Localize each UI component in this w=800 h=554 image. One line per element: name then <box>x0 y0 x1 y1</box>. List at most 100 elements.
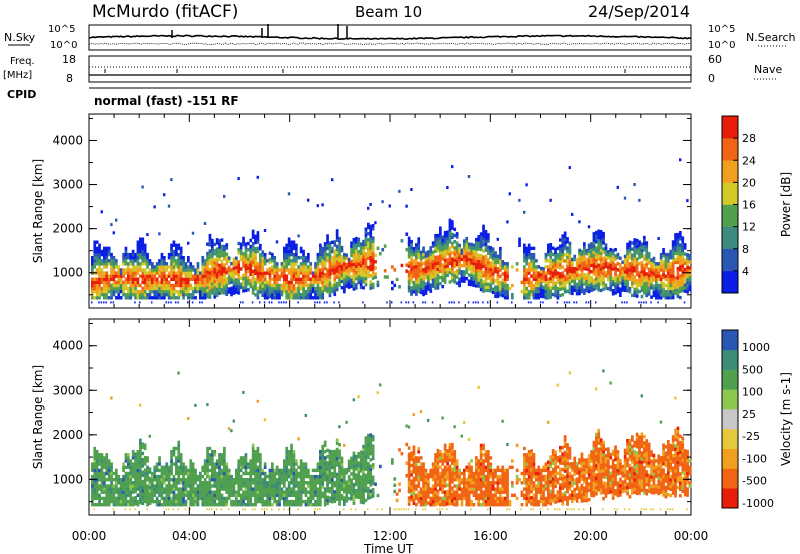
echo-cell <box>143 271 147 275</box>
echo-cell <box>587 289 591 294</box>
echo-cell <box>251 248 255 252</box>
echo-cell <box>129 474 133 479</box>
echo-cell <box>242 273 245 278</box>
echo-cell <box>172 474 176 479</box>
echo-cell <box>532 271 536 275</box>
echo-cell <box>194 286 197 291</box>
echo-cell <box>679 261 682 266</box>
echo-cell <box>249 503 253 507</box>
echo-cell <box>643 257 646 261</box>
echo-cell <box>331 249 334 254</box>
echo-cell <box>259 484 262 488</box>
echo-cell <box>95 493 99 497</box>
echo-cell <box>112 231 115 235</box>
echo-cell <box>271 468 274 473</box>
echo-cell <box>290 456 293 460</box>
echo-cell <box>580 274 584 278</box>
echo-cell <box>251 232 255 236</box>
echo-cell <box>251 235 255 240</box>
echo-cell <box>98 503 101 507</box>
echo-cell <box>124 283 128 288</box>
echo-cell <box>244 270 248 274</box>
echo-cell <box>134 277 137 281</box>
echo-cell <box>679 286 682 290</box>
echo-cell <box>549 289 553 293</box>
echo-cell <box>98 289 101 294</box>
echo-cell <box>439 260 442 264</box>
echo-cell <box>439 251 442 255</box>
echo-cell <box>266 296 269 300</box>
echo-cell <box>249 257 253 261</box>
echo-cell <box>333 252 337 256</box>
echo-cell <box>652 272 656 276</box>
echo-cell <box>679 231 682 235</box>
echo-cell <box>393 268 397 272</box>
echo-cell <box>98 484 101 488</box>
echo-cell <box>110 487 113 491</box>
echo-cell <box>611 255 615 259</box>
echo-cell <box>686 271 689 275</box>
echo-cell <box>443 255 447 260</box>
echo-cell <box>429 264 433 269</box>
echo-cell <box>443 280 447 284</box>
echo-cell <box>479 272 483 276</box>
echo-cell <box>220 499 224 504</box>
echo-cell <box>319 487 322 491</box>
echo-cell <box>285 268 289 272</box>
echo-cell <box>139 472 142 477</box>
echo-cell <box>316 262 320 266</box>
echo-cell <box>172 508 175 511</box>
echo-cell <box>107 459 111 463</box>
echo-cell <box>422 301 424 304</box>
echo-cell <box>302 277 305 281</box>
echo-cell <box>119 490 123 494</box>
echo-cell <box>638 262 641 266</box>
echo-cell <box>182 468 185 473</box>
echo-cell <box>314 481 317 485</box>
echo-cell <box>244 273 248 277</box>
echo-cell <box>91 280 94 285</box>
echo-cell <box>355 273 358 278</box>
echo-cell <box>621 285 625 289</box>
echo-cell <box>127 262 130 266</box>
echo-cell <box>645 241 649 245</box>
echo-cell <box>527 293 531 297</box>
echo-cell <box>136 283 140 288</box>
echo-cell <box>98 293 101 297</box>
echo-cell <box>199 474 202 479</box>
echo-cell <box>283 490 286 494</box>
echo-cell <box>95 277 99 281</box>
echo-cell <box>131 274 135 278</box>
echo-cell <box>105 471 109 476</box>
echo-cell <box>607 277 610 282</box>
echo-cell <box>314 301 316 304</box>
echo-cell <box>585 261 589 265</box>
echo-cell <box>227 474 231 479</box>
echo-cell <box>405 232 409 236</box>
echo-cell <box>585 264 589 268</box>
echo-cell <box>220 281 224 285</box>
echo-cell <box>679 252 682 257</box>
echo-cell <box>163 478 166 482</box>
echo-cell <box>290 265 293 269</box>
echo-cell <box>626 289 629 293</box>
echo-cell <box>323 496 327 501</box>
echo-cell <box>319 259 322 263</box>
echo-cell <box>335 260 339 264</box>
echo-cell <box>453 227 457 232</box>
echo-cell <box>587 277 591 281</box>
echo-cell <box>316 481 320 485</box>
echo-cell <box>141 451 145 456</box>
echo-cell <box>333 283 337 287</box>
echo-cell <box>213 503 217 507</box>
echo-cell <box>93 462 97 466</box>
echo-cell <box>532 246 536 251</box>
echo-cell <box>223 244 226 249</box>
echo-cell <box>299 286 303 291</box>
echo-cell <box>578 282 581 286</box>
echo-cell <box>194 271 197 275</box>
echo-cell <box>110 262 113 266</box>
echo-cell <box>249 468 253 473</box>
echo-cell <box>261 253 265 257</box>
echo-cell <box>595 267 598 272</box>
